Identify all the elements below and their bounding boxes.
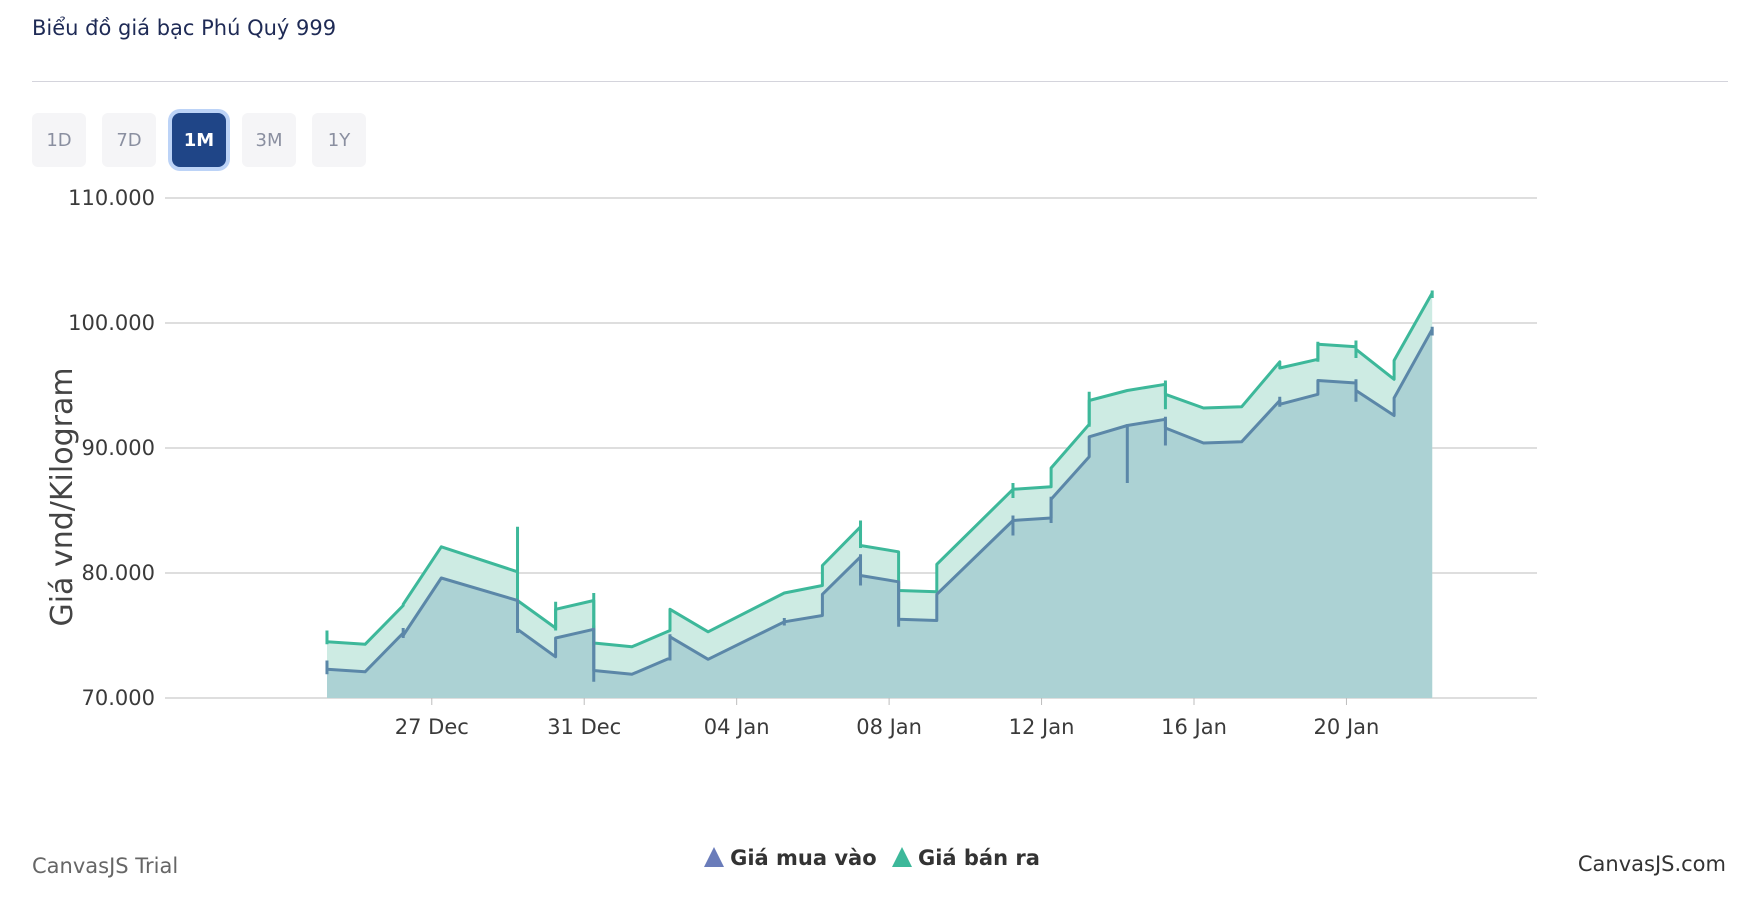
title-divider — [32, 81, 1728, 82]
y-tick-label: 80.000 — [82, 561, 155, 585]
legend: Giá mua vào Giá bán ra — [0, 846, 1744, 870]
legend-label-buy: Giá mua vào — [730, 846, 877, 870]
x-tick-label: 20 Jan — [1314, 715, 1380, 739]
y-tick-label: 70.000 — [82, 686, 155, 710]
sell-line — [325, 292, 1434, 649]
x-tick-label: 04 Jan — [704, 715, 770, 739]
buy-line — [325, 328, 1434, 676]
range-button-7d[interactable]: 7D — [102, 113, 156, 167]
x-tick-label: 16 Jan — [1161, 715, 1227, 739]
x-tick-label: 12 Jan — [1009, 715, 1075, 739]
legend-label-sell: Giá bán ra — [917, 846, 1040, 870]
credit-trial: CanvasJS Trial — [32, 854, 179, 878]
x-tick-label: 31 Dec — [547, 715, 621, 739]
credit-link[interactable]: CanvasJS.com — [1577, 852, 1726, 876]
x-tick-label: 08 Jan — [856, 715, 922, 739]
range-button-3m[interactable]: 3M — [242, 113, 296, 167]
range-button-1m[interactable]: 1M — [172, 113, 226, 167]
area-layer — [327, 293, 1433, 698]
triangle-marker-icon — [704, 847, 725, 867]
y-tick-label: 90.000 — [82, 436, 155, 460]
triangle-marker-icon — [891, 847, 912, 867]
y-tick-label: 110.000 — [68, 186, 155, 210]
axis-layer: 70.000 80.000 90.000 100.000 110.000 27 Dec 31… — [68, 186, 1379, 739]
chart-title: Biểu đồ giá bạc Phú Quý 999 — [32, 16, 337, 40]
range-button-1y[interactable]: 1Y — [312, 113, 366, 167]
range-button-1d[interactable]: 1D — [32, 113, 86, 167]
y-tick-label: 100.000 — [68, 311, 155, 335]
y-axis-title: Giá vnd/Kilogram — [45, 367, 80, 626]
range-selector: 1D 7D 1M 3M 1Y — [32, 113, 366, 167]
legend-item-sell[interactable]: Giá bán ra — [891, 846, 1040, 870]
legend-item-buy[interactable]: Giá mua vào — [704, 846, 877, 870]
line-layer — [325, 290, 1434, 682]
x-tick-label: 27 Dec — [395, 715, 469, 739]
